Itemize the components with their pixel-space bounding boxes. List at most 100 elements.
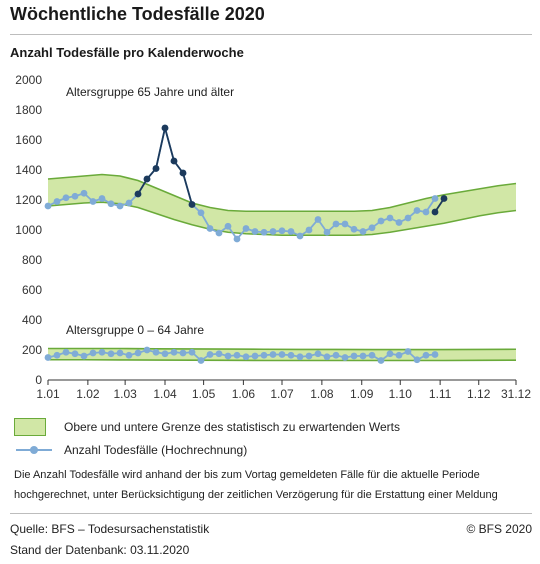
data-point (377, 357, 385, 364)
panel-65-plus: Altersgruppe 65 Jahre und älter (44, 85, 517, 243)
band-lower-edge (48, 358, 517, 362)
data-point (197, 209, 205, 217)
data-point (332, 220, 340, 228)
data-point (368, 351, 376, 359)
data-point (125, 351, 133, 359)
data-point (197, 357, 205, 364)
data-point (359, 352, 367, 360)
x-tick-label: 31.12 (501, 387, 531, 401)
x-tick-label: 1.05 (192, 387, 216, 401)
data-point (404, 214, 412, 222)
panel-label: Altersgruppe 65 Jahre und älter (66, 85, 234, 99)
data-point (44, 354, 52, 361)
data-point (377, 217, 385, 225)
data-point (260, 351, 268, 359)
x-tick-label: 1.12 (467, 387, 491, 401)
x-tick-label: 1.11 (429, 387, 452, 401)
band-upper-edge (48, 347, 517, 351)
methodology-note: Die Anzahl Todesfälle wird anhand der bi… (14, 469, 498, 501)
x-tick-label: 1.01 (36, 387, 60, 401)
data-point (224, 352, 232, 360)
data-point (278, 227, 286, 235)
panel-label: Altersgruppe 0 – 64 Jahre (66, 323, 204, 337)
legend-line-swatch (16, 446, 52, 454)
panel-0-64: Altersgruppe 0 – 64 Jahre (44, 323, 517, 364)
y-tick-label: 2000 (15, 73, 42, 87)
data-point (404, 348, 412, 355)
data-point (278, 351, 286, 358)
x-tick-label: 1.02 (76, 387, 100, 401)
copyright-label: © BFS 2020 (466, 522, 532, 536)
data-point (305, 352, 313, 360)
data-point (71, 192, 79, 200)
data-point (242, 225, 250, 232)
data-point (161, 350, 169, 358)
y-tick-label: 600 (22, 283, 42, 297)
data-point (80, 352, 88, 360)
source-label: Quelle: BFS – Todesursachenstatistik (10, 522, 210, 536)
y-tick-label: 1200 (15, 193, 42, 207)
data-point (251, 352, 259, 360)
legend-band-swatch (14, 418, 46, 436)
data-point (440, 195, 448, 202)
data-point (98, 195, 106, 202)
x-tick-label: 1.07 (270, 387, 294, 401)
y-tick-label: 0 (35, 373, 42, 387)
data-point (215, 350, 223, 358)
database-date: Stand der Datenbank: 03.11.2020 (10, 543, 190, 557)
data-point (332, 351, 340, 359)
data-point (116, 349, 124, 357)
y-tick-label: 400 (22, 313, 42, 327)
data-point (89, 349, 97, 357)
data-point (215, 229, 223, 237)
data-point (170, 348, 178, 356)
data-point (350, 225, 358, 233)
x-tick-label: 1.06 (232, 387, 256, 401)
data-point (395, 219, 403, 226)
data-point (62, 194, 70, 202)
data-point (62, 348, 70, 356)
y-tick-label: 200 (22, 343, 42, 357)
data-point (44, 202, 52, 210)
legend-line-label: Anzahl Todesfälle (Hochrechnung) (64, 443, 248, 457)
x-tick-label: 1.08 (310, 387, 334, 401)
data-point (89, 198, 97, 205)
data-point (386, 214, 394, 222)
x-tick-label: 1.04 (153, 387, 177, 401)
data-point (206, 225, 214, 232)
data-point (143, 346, 151, 354)
data-point (323, 353, 331, 361)
data-point (395, 351, 403, 359)
data-point (98, 348, 106, 356)
data-point (233, 351, 241, 359)
data-point (107, 350, 115, 358)
data-point (233, 235, 241, 243)
data-point (422, 208, 430, 216)
data-point (134, 349, 142, 357)
data-point (116, 202, 124, 210)
x-tick-label: 1.10 (389, 387, 413, 401)
data-point (368, 224, 376, 232)
data-point (260, 228, 268, 236)
data-point (287, 351, 295, 359)
data-point (179, 169, 187, 177)
data-point (134, 190, 142, 198)
data-point (251, 228, 259, 235)
data-point (296, 232, 304, 240)
data-point (152, 348, 160, 356)
data-point (53, 198, 61, 205)
y-tick-label: 1000 (15, 223, 42, 237)
data-point (242, 353, 250, 361)
data-point (305, 226, 313, 234)
data-point (323, 228, 331, 236)
footer-divider (10, 513, 532, 514)
data-point (386, 350, 394, 358)
data-point (431, 195, 439, 202)
data-point (125, 199, 133, 207)
data-point (431, 208, 439, 216)
page-title: Wöchentliche Todesfälle 2020 (10, 4, 265, 24)
data-point (152, 165, 160, 172)
chart-subtitle: Anzahl Todesfälle pro Kalenderwoche (10, 45, 244, 60)
data-point (296, 353, 304, 361)
data-point (161, 124, 169, 132)
